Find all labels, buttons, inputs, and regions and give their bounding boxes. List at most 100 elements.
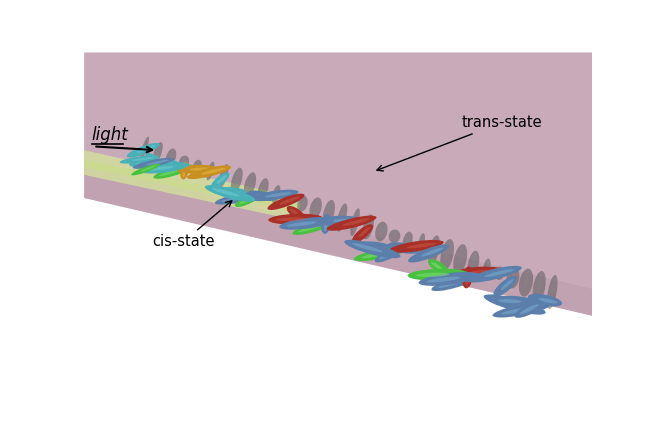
Ellipse shape bbox=[379, 250, 397, 260]
Ellipse shape bbox=[354, 212, 358, 227]
Ellipse shape bbox=[350, 208, 360, 236]
Ellipse shape bbox=[492, 298, 526, 308]
Polygon shape bbox=[84, 52, 593, 316]
Ellipse shape bbox=[180, 162, 189, 180]
Ellipse shape bbox=[515, 298, 550, 318]
Ellipse shape bbox=[217, 190, 236, 193]
Ellipse shape bbox=[445, 243, 451, 260]
Ellipse shape bbox=[337, 203, 347, 232]
Polygon shape bbox=[84, 160, 300, 213]
Ellipse shape bbox=[249, 190, 298, 201]
Ellipse shape bbox=[428, 259, 449, 275]
Ellipse shape bbox=[431, 262, 442, 270]
Ellipse shape bbox=[533, 271, 546, 304]
Ellipse shape bbox=[196, 162, 199, 169]
Ellipse shape bbox=[127, 143, 160, 157]
Ellipse shape bbox=[257, 178, 269, 201]
Ellipse shape bbox=[498, 268, 502, 276]
Ellipse shape bbox=[279, 197, 300, 205]
Ellipse shape bbox=[343, 218, 370, 226]
Ellipse shape bbox=[408, 269, 469, 281]
Ellipse shape bbox=[212, 188, 240, 196]
Ellipse shape bbox=[269, 214, 323, 224]
Ellipse shape bbox=[207, 162, 215, 180]
Ellipse shape bbox=[248, 176, 253, 190]
Ellipse shape bbox=[471, 254, 477, 269]
Ellipse shape bbox=[248, 191, 275, 201]
Ellipse shape bbox=[403, 232, 412, 250]
Ellipse shape bbox=[352, 243, 383, 252]
Ellipse shape bbox=[292, 219, 337, 235]
Ellipse shape bbox=[187, 166, 231, 179]
Ellipse shape bbox=[420, 273, 473, 284]
Ellipse shape bbox=[327, 215, 376, 231]
Ellipse shape bbox=[323, 200, 335, 226]
Ellipse shape bbox=[148, 155, 156, 162]
Ellipse shape bbox=[506, 267, 519, 288]
Ellipse shape bbox=[352, 224, 373, 243]
Ellipse shape bbox=[345, 240, 401, 258]
Ellipse shape bbox=[145, 153, 162, 166]
Ellipse shape bbox=[406, 234, 410, 244]
Ellipse shape bbox=[166, 149, 176, 166]
Ellipse shape bbox=[465, 274, 469, 285]
Ellipse shape bbox=[428, 277, 457, 282]
Polygon shape bbox=[84, 150, 300, 221]
Ellipse shape bbox=[472, 270, 499, 274]
Ellipse shape bbox=[511, 270, 515, 282]
Ellipse shape bbox=[485, 261, 488, 272]
Ellipse shape bbox=[537, 275, 543, 293]
Ellipse shape bbox=[550, 279, 555, 298]
Ellipse shape bbox=[362, 215, 374, 239]
Ellipse shape bbox=[375, 222, 387, 241]
Text: light: light bbox=[92, 126, 129, 144]
Ellipse shape bbox=[193, 160, 202, 173]
Ellipse shape bbox=[140, 162, 189, 173]
Ellipse shape bbox=[321, 214, 331, 234]
Ellipse shape bbox=[407, 243, 436, 248]
Ellipse shape bbox=[279, 217, 334, 230]
Ellipse shape bbox=[340, 207, 345, 223]
Ellipse shape bbox=[201, 168, 225, 174]
Ellipse shape bbox=[135, 162, 162, 166]
Ellipse shape bbox=[421, 247, 444, 257]
Ellipse shape bbox=[235, 171, 240, 185]
Ellipse shape bbox=[141, 166, 156, 172]
Ellipse shape bbox=[183, 167, 185, 177]
Ellipse shape bbox=[327, 203, 332, 218]
Ellipse shape bbox=[498, 299, 521, 303]
Ellipse shape bbox=[494, 276, 517, 297]
Ellipse shape bbox=[428, 236, 440, 265]
Ellipse shape bbox=[324, 220, 327, 231]
Ellipse shape bbox=[301, 198, 305, 207]
Ellipse shape bbox=[484, 269, 514, 277]
Ellipse shape bbox=[290, 208, 300, 216]
Ellipse shape bbox=[265, 192, 292, 197]
Ellipse shape bbox=[288, 194, 291, 201]
Ellipse shape bbox=[146, 160, 168, 165]
Ellipse shape bbox=[286, 206, 306, 221]
Ellipse shape bbox=[239, 196, 255, 204]
Ellipse shape bbox=[129, 159, 178, 168]
Ellipse shape bbox=[317, 216, 361, 225]
Ellipse shape bbox=[156, 145, 160, 156]
Ellipse shape bbox=[484, 295, 546, 315]
Ellipse shape bbox=[221, 196, 248, 202]
Ellipse shape bbox=[361, 252, 390, 258]
Ellipse shape bbox=[359, 227, 370, 237]
Ellipse shape bbox=[119, 155, 160, 163]
Ellipse shape bbox=[285, 193, 293, 205]
Ellipse shape bbox=[462, 267, 473, 288]
Ellipse shape bbox=[153, 142, 163, 163]
Ellipse shape bbox=[467, 251, 479, 277]
Ellipse shape bbox=[148, 166, 171, 170]
Ellipse shape bbox=[397, 246, 414, 251]
Ellipse shape bbox=[432, 239, 437, 256]
Ellipse shape bbox=[492, 296, 535, 307]
Ellipse shape bbox=[205, 185, 255, 202]
Ellipse shape bbox=[438, 279, 465, 288]
Ellipse shape bbox=[286, 221, 317, 227]
Ellipse shape bbox=[231, 168, 243, 193]
Ellipse shape bbox=[267, 194, 304, 210]
Ellipse shape bbox=[215, 192, 263, 205]
